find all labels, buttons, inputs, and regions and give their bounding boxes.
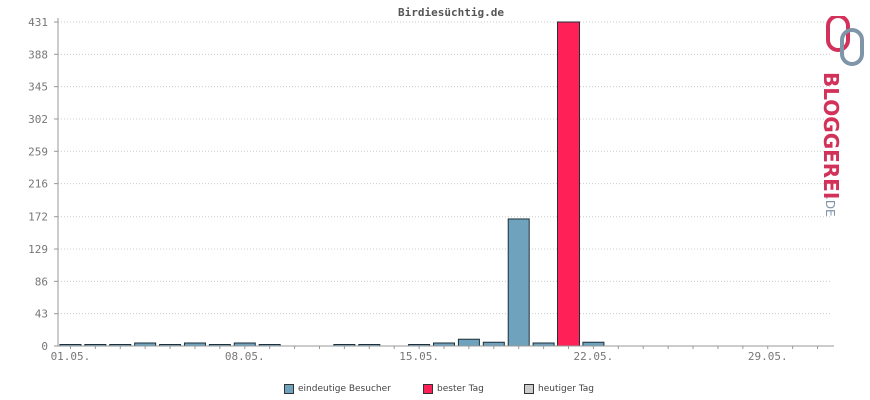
legend-swatch-visitors (284, 384, 294, 394)
legend-label-best-day: bester Tag (437, 384, 484, 394)
bloggerei-logo: BLOGGEREI .DE (812, 14, 868, 217)
bar-visitors (582, 341, 605, 347)
bloggerei-logo-wordmark: BLOGGEREI .DE (819, 72, 843, 217)
bar-visitors (507, 218, 530, 347)
axes (57, 18, 834, 347)
x-tick-labels: 01.05. 08.05. 15.05. 22.05. 29.05. (51, 346, 819, 363)
y-tick-label: 0 (41, 340, 48, 353)
y-tick-label: 216 (28, 178, 48, 191)
bloggerei-logo-icon (826, 14, 864, 66)
legend-item-best-day: bester Tag (423, 384, 484, 394)
bar-visitors (457, 338, 480, 347)
grid-lines (54, 21, 830, 347)
chart-title: Birdiesüchtig.de (398, 6, 504, 19)
y-tick-label: 259 (28, 145, 48, 158)
y-tick-label: 302 (28, 113, 48, 126)
y-tick-label: 345 (28, 81, 48, 94)
y-tick-label: 43 (35, 308, 48, 321)
x-tick-label: 01.05. (51, 350, 91, 363)
logo-text-suffix: .DE (823, 196, 837, 217)
legend-swatch-best-day (423, 384, 433, 394)
y-tick-label: 172 (28, 211, 48, 224)
bar-best-day (557, 21, 581, 347)
x-tick-label: 22.05. (574, 350, 614, 363)
legend-swatch-today (524, 384, 534, 394)
legend-item-today: heutiger Tag (524, 384, 594, 394)
y-tick-label: 129 (28, 243, 48, 256)
legend-label-visitors: eindeutige Besucher (298, 384, 391, 394)
legend-label-today: heutiger Tag (538, 384, 595, 394)
x-tick-label: 15.05. (399, 350, 439, 363)
x-tick-label: 08.05. (225, 350, 265, 363)
bar-visitors (482, 341, 505, 347)
x-tick-label: 29.05. (748, 350, 788, 363)
y-tick-labels: 0 43 86 129 172 216 259 302 345 388 431 (28, 16, 48, 353)
y-tick-label: 86 (35, 275, 48, 288)
logo-text-main: BLOGGEREI (819, 72, 843, 199)
legend-item-visitors: eindeutige Besucher (284, 384, 391, 394)
legend: eindeutige Besucher bester Tag heutiger … (0, 384, 870, 400)
y-tick-label: 388 (28, 48, 48, 61)
y-tick-label: 431 (28, 16, 48, 29)
